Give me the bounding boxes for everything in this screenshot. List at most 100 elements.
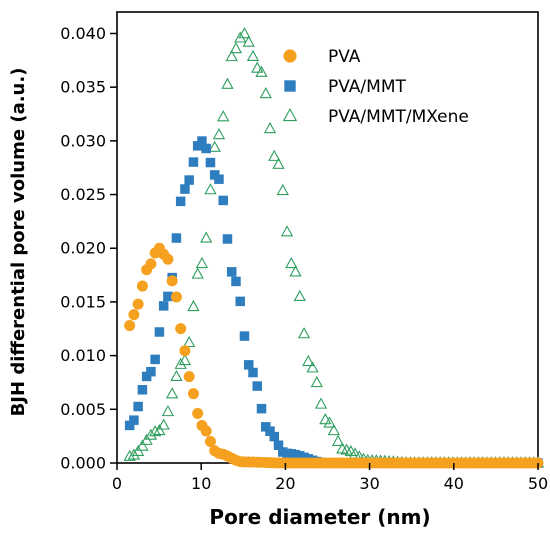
data-point <box>256 403 267 414</box>
y-tick-label: 0.005 <box>60 400 106 419</box>
y-tick-label: 0.040 <box>60 24 106 43</box>
data-point <box>204 436 216 448</box>
x-tick-label: 0 <box>112 474 122 493</box>
data-point <box>145 258 157 270</box>
y-tick-label: 0.025 <box>60 185 106 204</box>
data-point <box>205 157 216 168</box>
data-point <box>197 136 207 146</box>
series-pva-mmt <box>124 136 543 468</box>
data-point <box>239 331 250 341</box>
data-point <box>188 157 199 167</box>
data-point <box>217 110 230 122</box>
data-point <box>243 360 254 370</box>
data-point <box>187 299 200 312</box>
data-point <box>192 407 204 419</box>
data-point <box>212 128 226 140</box>
data-point <box>136 439 149 451</box>
x-tick-label: 30 <box>359 474 379 493</box>
data-point <box>191 267 204 279</box>
data-point <box>144 428 158 440</box>
data-point <box>231 276 241 287</box>
data-point <box>297 327 311 339</box>
data-point <box>174 357 187 369</box>
data-point <box>141 371 152 382</box>
data-point <box>314 397 328 409</box>
data-point <box>255 65 268 77</box>
data-point <box>222 234 233 244</box>
data-point <box>137 385 148 395</box>
data-point <box>148 425 162 437</box>
data-point <box>192 141 203 151</box>
data-point <box>302 354 315 367</box>
legend-label: PVA/MMT <box>328 77 406 97</box>
x-tick-label: 50 <box>528 474 548 493</box>
data-point <box>175 323 187 335</box>
data-point <box>166 387 179 399</box>
data-point <box>276 183 289 196</box>
data-point <box>166 275 178 287</box>
data-point <box>331 434 345 446</box>
data-point <box>269 431 280 442</box>
legend-label: PVA <box>328 47 361 67</box>
data-point <box>154 327 165 337</box>
data-point <box>225 49 238 62</box>
data-point <box>285 256 298 269</box>
data-point <box>293 289 306 302</box>
data-point <box>170 369 183 382</box>
data-point <box>218 195 228 206</box>
data-point <box>171 233 182 243</box>
data-point <box>259 87 272 99</box>
data-point <box>248 367 258 378</box>
series-pva <box>124 242 544 469</box>
data-point <box>153 423 166 436</box>
data-point <box>251 61 264 73</box>
data-point <box>183 335 196 348</box>
data-point <box>157 418 170 430</box>
y-tick-label: 0.035 <box>60 78 106 97</box>
legend-marker <box>283 49 297 63</box>
data-point <box>179 345 191 357</box>
data-point <box>200 425 212 437</box>
data-point <box>268 149 281 161</box>
data-point <box>184 175 194 185</box>
data-point <box>214 174 224 184</box>
data-point <box>128 309 140 321</box>
data-point <box>201 143 211 154</box>
data-point <box>273 440 284 450</box>
y-tick-label: 0.015 <box>60 292 106 311</box>
data-point <box>319 413 332 425</box>
data-point <box>187 388 199 400</box>
data-point <box>124 320 136 332</box>
data-point <box>161 404 175 417</box>
y-tick-label: 0.010 <box>60 346 106 365</box>
data-point <box>146 366 156 377</box>
y-axis-title: BJH differential pore volume (a.u.) <box>8 68 29 417</box>
data-point <box>208 140 221 152</box>
x-tick-label: 40 <box>444 474 464 493</box>
data-point <box>163 291 173 302</box>
data-point <box>132 298 144 310</box>
data-point <box>327 423 340 436</box>
data-point <box>235 296 245 307</box>
y-tick-label: 0.030 <box>60 131 106 150</box>
x-tick-label: 10 <box>191 474 211 493</box>
data-point <box>272 157 285 169</box>
data-point <box>195 256 209 269</box>
data-point <box>221 77 234 89</box>
data-point <box>124 420 135 431</box>
y-tick-label: 0.000 <box>60 454 106 473</box>
data-point <box>136 280 148 292</box>
x-tick-label: 20 <box>275 474 295 493</box>
y-tick-label: 0.020 <box>60 239 106 258</box>
data-point <box>170 291 182 303</box>
data-point <box>238 27 251 39</box>
data-point <box>158 301 169 311</box>
data-point <box>265 426 275 436</box>
data-point <box>310 375 323 388</box>
data-point <box>178 353 192 366</box>
data-point <box>127 448 141 460</box>
data-point <box>229 42 243 54</box>
data-point <box>129 415 139 425</box>
data-point <box>180 184 190 194</box>
legend: PVA PVA/MMT PVA/MMT/MXene <box>282 47 469 127</box>
